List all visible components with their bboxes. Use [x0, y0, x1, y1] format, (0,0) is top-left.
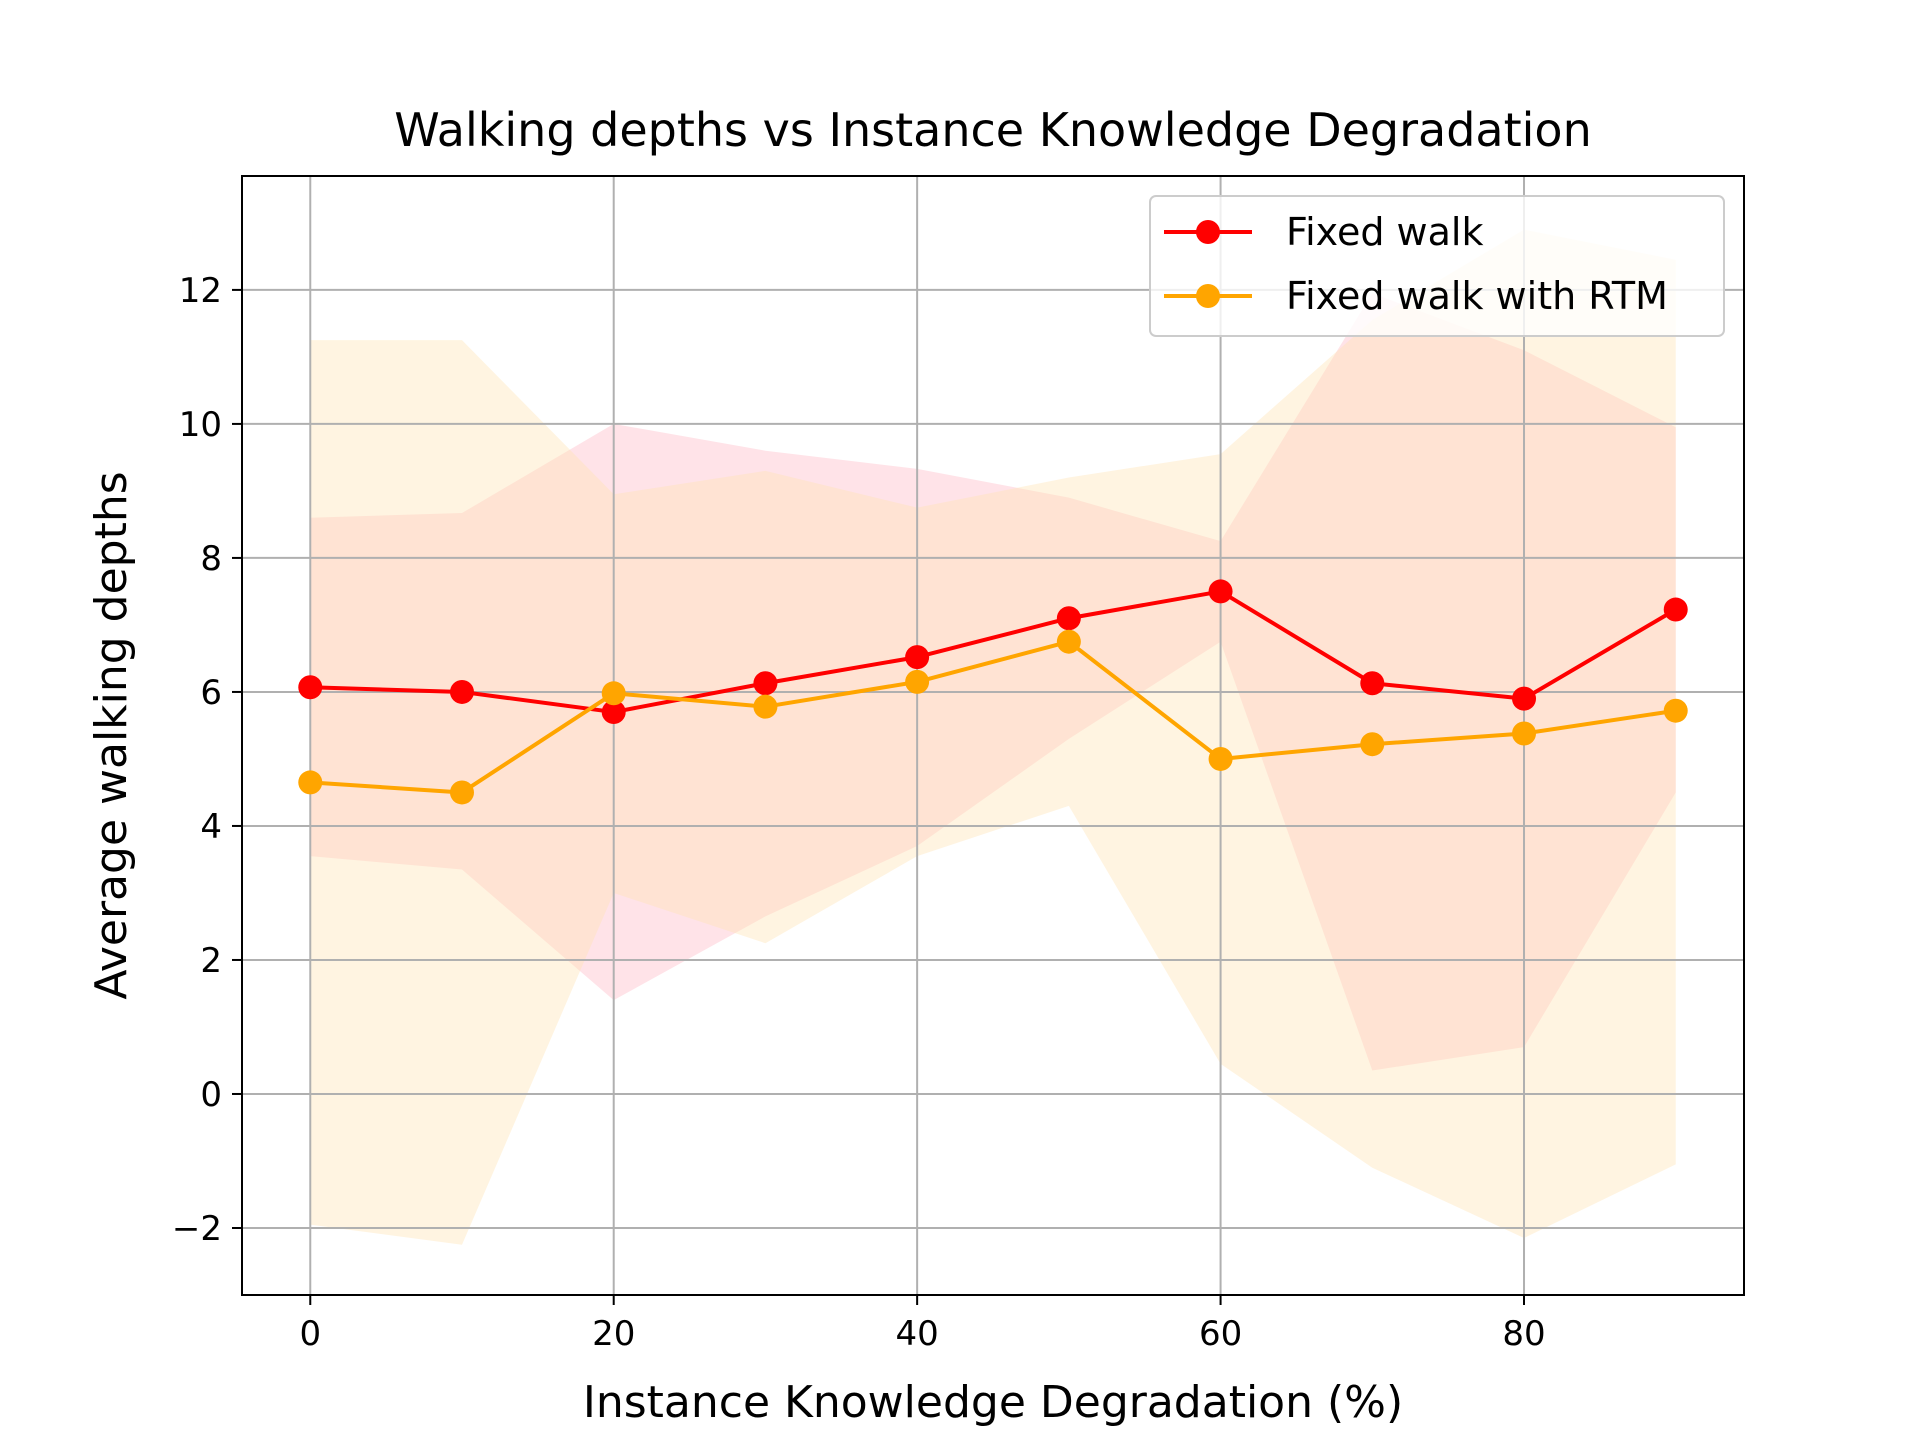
legend-box: [1149, 195, 1725, 337]
point-fixed-walk-rtm: [1208, 746, 1233, 771]
legend: Fixed walk Fixed walk with RTM: [1149, 195, 1725, 337]
line-fixed-walk-rtm: [310, 639, 1677, 795]
x-axis-title: Instance Knowledge Degradation (%): [583, 1377, 1403, 1428]
point-fixed-walk: [1056, 606, 1081, 631]
plot-frame: [241, 175, 1745, 1296]
point-fixed-walk-rtm: [1360, 732, 1385, 757]
y-axis-title: Average walking depths: [86, 471, 137, 999]
point-fixed-walk-rtm: [905, 669, 930, 694]
point-fixed-walk: [1663, 597, 1688, 622]
point-fixed-walk: [298, 675, 323, 700]
y-tick-label: 8: [200, 539, 222, 579]
legend-marker: [1196, 220, 1220, 244]
legend-marker: [1196, 284, 1220, 308]
chart-title: Walking depths vs Instance Knowledge Deg…: [394, 103, 1591, 157]
point-fixed-walk: [449, 679, 474, 704]
point-fixed-walk: [1360, 671, 1385, 696]
x-tick-label: 20: [592, 1314, 635, 1354]
x-tick-label: 40: [896, 1314, 939, 1354]
x-tick-label: 80: [1502, 1314, 1545, 1354]
point-fixed-walk-rtm: [298, 770, 323, 795]
point-fixed-walk: [601, 700, 626, 725]
series-points: [298, 579, 1688, 805]
y-tick-label: 10: [179, 405, 222, 445]
legend-label: Fixed walk: [1286, 210, 1483, 254]
point-fixed-walk-rtm: [1663, 698, 1688, 723]
point-fixed-walk: [1208, 579, 1233, 604]
point-fixed-walk-rtm: [1512, 721, 1537, 746]
x-tick-label: 60: [1199, 1314, 1242, 1354]
line-fixed-walk: [310, 589, 1677, 715]
axis-ticks: 0 20 40 60 80 −2 0 2 4 6 8 10 12: [172, 271, 1546, 1354]
y-tick-label: 12: [179, 271, 222, 311]
confidence-bands: [310, 229, 1676, 1245]
point-fixed-walk-rtm: [601, 681, 626, 706]
band-fixed-walk-rtm: [310, 229, 1676, 1245]
legend-label: Fixed walk with RTM: [1286, 274, 1668, 318]
point-fixed-walk-rtm: [753, 694, 778, 719]
y-tick-label: 0: [200, 1075, 222, 1115]
point-fixed-walk: [1512, 686, 1537, 711]
y-tick-label: 4: [200, 807, 222, 847]
series-lines: [310, 589, 1677, 795]
band-fixed-walk: [310, 293, 1676, 1071]
point-fixed-walk: [753, 671, 778, 696]
point-fixed-walk-rtm: [1056, 629, 1081, 654]
y-tick-label: −2: [172, 1209, 222, 1249]
y-tick-label: 6: [200, 673, 222, 713]
point-fixed-walk-rtm: [449, 780, 474, 805]
x-tick-label: 0: [299, 1314, 321, 1354]
y-tick-label: 2: [200, 941, 222, 981]
point-fixed-walk: [905, 645, 930, 670]
